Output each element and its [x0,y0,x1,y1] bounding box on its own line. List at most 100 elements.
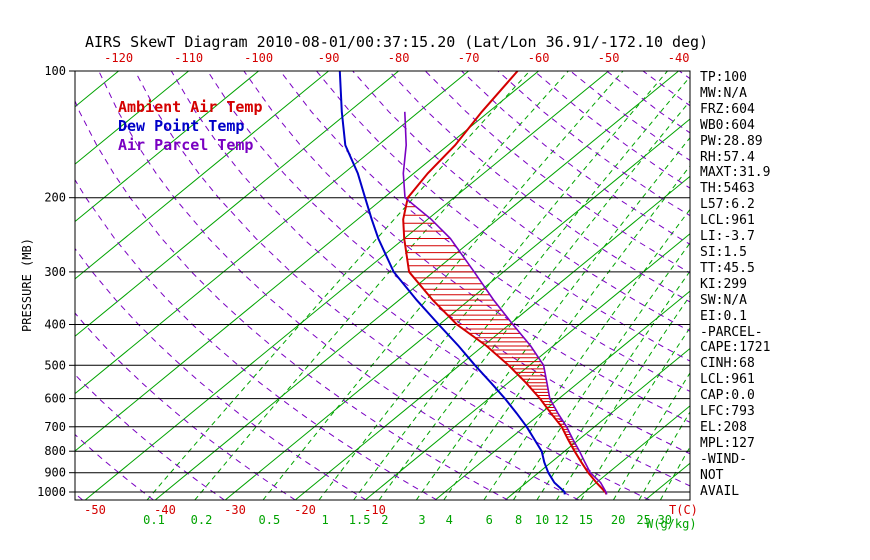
bottom-temp-tick-label: -20 [294,503,316,517]
mixing-ratio-line [483,208,690,500]
stat-line: CAP:0.0 [700,388,755,404]
isotherm-line [75,71,189,165]
mixing-ratio-tick-label: 15 [579,513,593,527]
mixing-ratio-line [556,294,690,500]
mixing-ratio-tick-label: 0.1 [143,513,165,527]
top-temp-tick-label: -100 [244,51,273,65]
dry-adiabat-line [75,373,225,500]
mixing-ratio-tick-label: 0.5 [259,513,281,527]
mixing-ratio-tick-label: 10 [535,513,549,527]
mixing-ratio-tick-label: 4 [446,513,453,527]
isotherm-line [84,71,609,500]
top-temp-tick-label: -80 [388,51,410,65]
isotherm-line [504,347,690,500]
isotherm-line [75,71,119,108]
stat-line: WB0:604 [700,117,755,133]
dry-adiabat-line [75,493,83,500]
mixing-ratio-line [378,100,690,500]
dry-adiabat-line [497,71,690,217]
stat-line: KI:299 [700,276,747,292]
mixing-ratio-line [536,270,690,500]
ambient-temp-curve [402,71,608,495]
mixing-ratio-line [659,445,690,500]
pressure-tick-label: 700 [44,420,66,434]
stat-line: MPL:127 [700,435,755,451]
stat-line: MW:N/A [700,85,747,101]
pressure-tick-label: 300 [44,265,66,279]
isotherm-line [75,71,259,223]
isotherm-line [364,233,690,500]
stat-line: TH:5463 [700,181,755,197]
stat-line: TT:45.5 [700,260,755,276]
mixing-ratio-line [612,372,690,500]
bottom-temp-tick-label: -40 [154,503,176,517]
stat-line: CAPE:1721 [700,340,771,356]
mixing-ratio-tick-label: 1 [321,513,328,527]
stat-line: FRZ:604 [700,101,755,117]
dry-adiabat-line [352,71,690,332]
stat-line: SW:N/A [700,292,747,308]
temp-axis-unit-label: T(C) [669,503,698,517]
dry-adiabat-line [461,71,690,245]
dry-adiabat-line [134,71,650,500]
chart-legend: Ambient Air Temp Dew Point Temp Air Parc… [118,98,263,155]
top-temp-tick-label: -40 [668,51,690,65]
top-temp-tick-label: -50 [598,51,620,65]
chart-title: AIRS SkewT Diagram 2010-08-01/00:37:15.2… [85,33,709,51]
stat-line: -PARCEL- [700,324,763,340]
dry-adiabat-line [316,71,690,362]
mixing-ratio-axis-unit-label: W(g/kg) [646,517,697,531]
stat-line: -WIND- [700,451,747,467]
pressure-tick-label: 200 [44,191,66,205]
isotherm-line [154,71,679,500]
isotherm-line [574,405,690,500]
stat-line: EL:208 [700,419,747,435]
pressure-tick-label: 400 [44,318,66,332]
bottom-temp-tick-label: -30 [224,503,246,517]
mixing-ratio-tick-label: 6 [486,513,493,527]
isotherm-line [75,71,469,395]
pressure-tick-label: 800 [44,444,66,458]
stat-line: RH:57.4 [700,149,755,165]
top-temp-tick-label: -60 [528,51,550,65]
pressure-tick-label: 100 [44,64,66,78]
stat-line: CINH:68 [700,356,755,372]
isotherm-line [224,118,690,500]
isotherm-line [75,71,399,337]
mixing-ratio-tick-label: 1.5 [349,513,371,527]
stat-line: NOT [700,467,724,483]
mixing-ratio-tick-label: 0.2 [191,513,213,527]
isotherm-line [434,290,690,500]
plot-border [74,70,691,501]
legend-ambient-air-temp: Ambient Air Temp [118,98,263,116]
isotherm-line [75,71,539,452]
isotherm-line [75,71,329,280]
stat-line: SI:1.5 [700,244,747,260]
stat-line: AVAIL [700,483,740,499]
pressure-tick-label: 500 [44,358,66,372]
dew-point-curve [338,71,566,495]
top-temp-tick-label: -90 [318,51,340,65]
mixing-ratio-tick-label: 3 [418,513,425,527]
mixing-ratio-line [146,71,531,500]
stat-line: LFC:793 [700,404,755,420]
mixing-ratio-line [194,71,569,500]
top-temp-tick-label: -120 [104,51,133,65]
stat-line: LI:-3.7 [700,229,755,245]
mixing-ratio-tick-label: 20 [611,513,625,527]
top-temp-tick-label: -110 [174,51,203,65]
bottom-temp-tick-label: -50 [84,503,106,517]
mixing-ratio-tick-label: 2 [381,513,388,527]
stat-line: EI:0.1 [700,308,747,324]
dry-adiabat-line [75,99,509,500]
stats-panel: TP:100 MW:N/A FRZ:604 WB0:604 PW:28.89 RH:57.… [700,70,770,499]
stat-line: MAXT:31.9 [700,165,771,181]
dry-adiabat-line [424,71,690,274]
mixing-ratio-tick-label: 30 [658,513,672,527]
pressure-tick-label: 1000 [37,485,66,499]
dry-adiabat-line [98,71,580,500]
mixing-ratio-tick-label: 8 [515,513,522,527]
pressure-tick-label: 900 [44,466,66,480]
